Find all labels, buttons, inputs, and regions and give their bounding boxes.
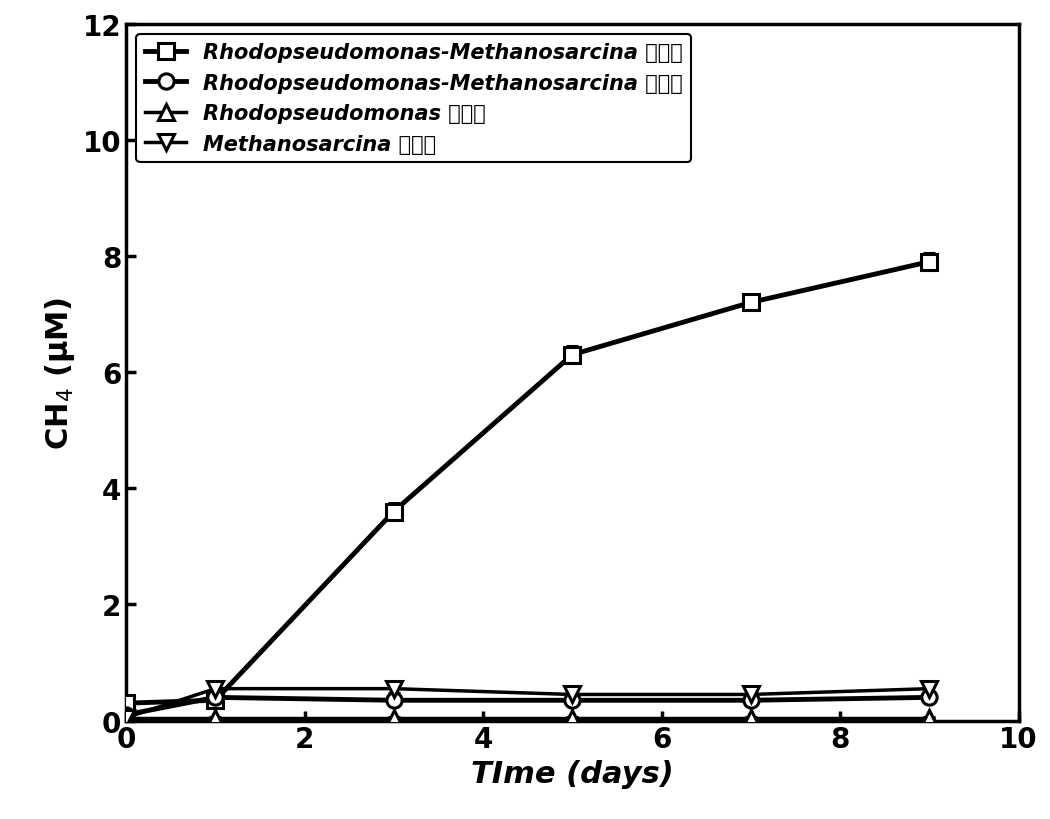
Y-axis label: CH$_4$ (μM): CH$_4$ (μM) [43,296,77,450]
X-axis label: TIme (days): TIme (days) [470,759,674,788]
Legend: Rhodopseudomonas-Methanosarcina 光照组, Rhodopseudomonas-Methanosarcina 黑暗组, Rhodop: Rhodopseudomonas-Methanosarcina 光照组, Rho… [136,35,691,163]
